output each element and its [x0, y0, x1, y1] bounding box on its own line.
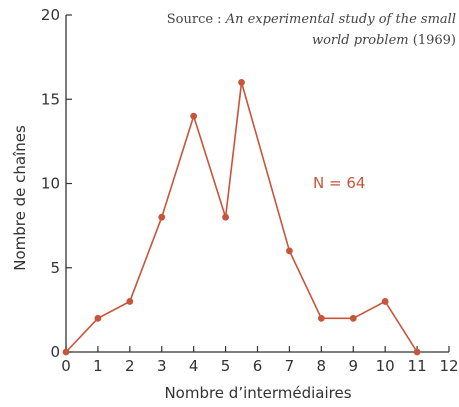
source-title-line-1: An experimental study of the small — [225, 12, 456, 27]
y-axis-label: Nombre de chaînes — [11, 125, 29, 271]
x-tick-label: 1 — [93, 357, 103, 375]
x-tick-label: 9 — [348, 357, 358, 375]
x-tick-label: 5 — [221, 357, 231, 375]
data-point — [62, 348, 70, 356]
x-tick-label: 7 — [285, 357, 295, 375]
data-point — [126, 298, 134, 305]
sample-size-annotation: N = 64 — [313, 174, 365, 192]
source-year: (1969) — [409, 33, 456, 48]
x-tick-label: 8 — [317, 357, 327, 375]
x-ticks: 0 1 2 3 4 5 6 7 8 9 10 11 12 — [61, 346, 459, 375]
data-point — [381, 298, 389, 305]
data-point — [317, 314, 325, 322]
x-tick-label: 2 — [125, 357, 135, 375]
x-axis-label: Nombre d’intermédiaires — [164, 384, 351, 402]
x-tick-label: 12 — [439, 357, 458, 375]
x-tick-label: 10 — [376, 357, 395, 375]
y-ticks: 0 5 10 15 20 — [41, 6, 72, 361]
x-tick-label: 11 — [408, 357, 427, 375]
data-point — [286, 247, 293, 255]
y-tick-label: 15 — [41, 90, 60, 108]
source-prefix: Source : — [167, 12, 226, 27]
data-points — [62, 79, 421, 356]
y-tick-label: 10 — [41, 175, 60, 193]
axes — [65, 15, 449, 353]
source-line-2: world problem (1969) — [312, 33, 456, 48]
series-line — [65, 82, 418, 353]
data-point — [94, 314, 102, 322]
x-tick-label: 3 — [157, 357, 167, 375]
y-tick-label: 20 — [41, 6, 60, 24]
data-point — [238, 79, 245, 86]
data-point — [222, 213, 229, 221]
y-tick-label: 0 — [50, 343, 60, 361]
y-tick-label: 5 — [50, 259, 60, 277]
data-point — [158, 213, 166, 221]
data-point — [413, 348, 421, 356]
x-tick-label: 0 — [61, 357, 71, 375]
source-title-line-2: world problem — [312, 33, 409, 48]
source-line-1: Source : An experimental study of the sm… — [167, 12, 456, 27]
data-point — [190, 112, 198, 120]
x-tick-label: 6 — [253, 357, 263, 375]
x-tick-label: 4 — [189, 357, 199, 375]
data-point — [349, 314, 357, 322]
